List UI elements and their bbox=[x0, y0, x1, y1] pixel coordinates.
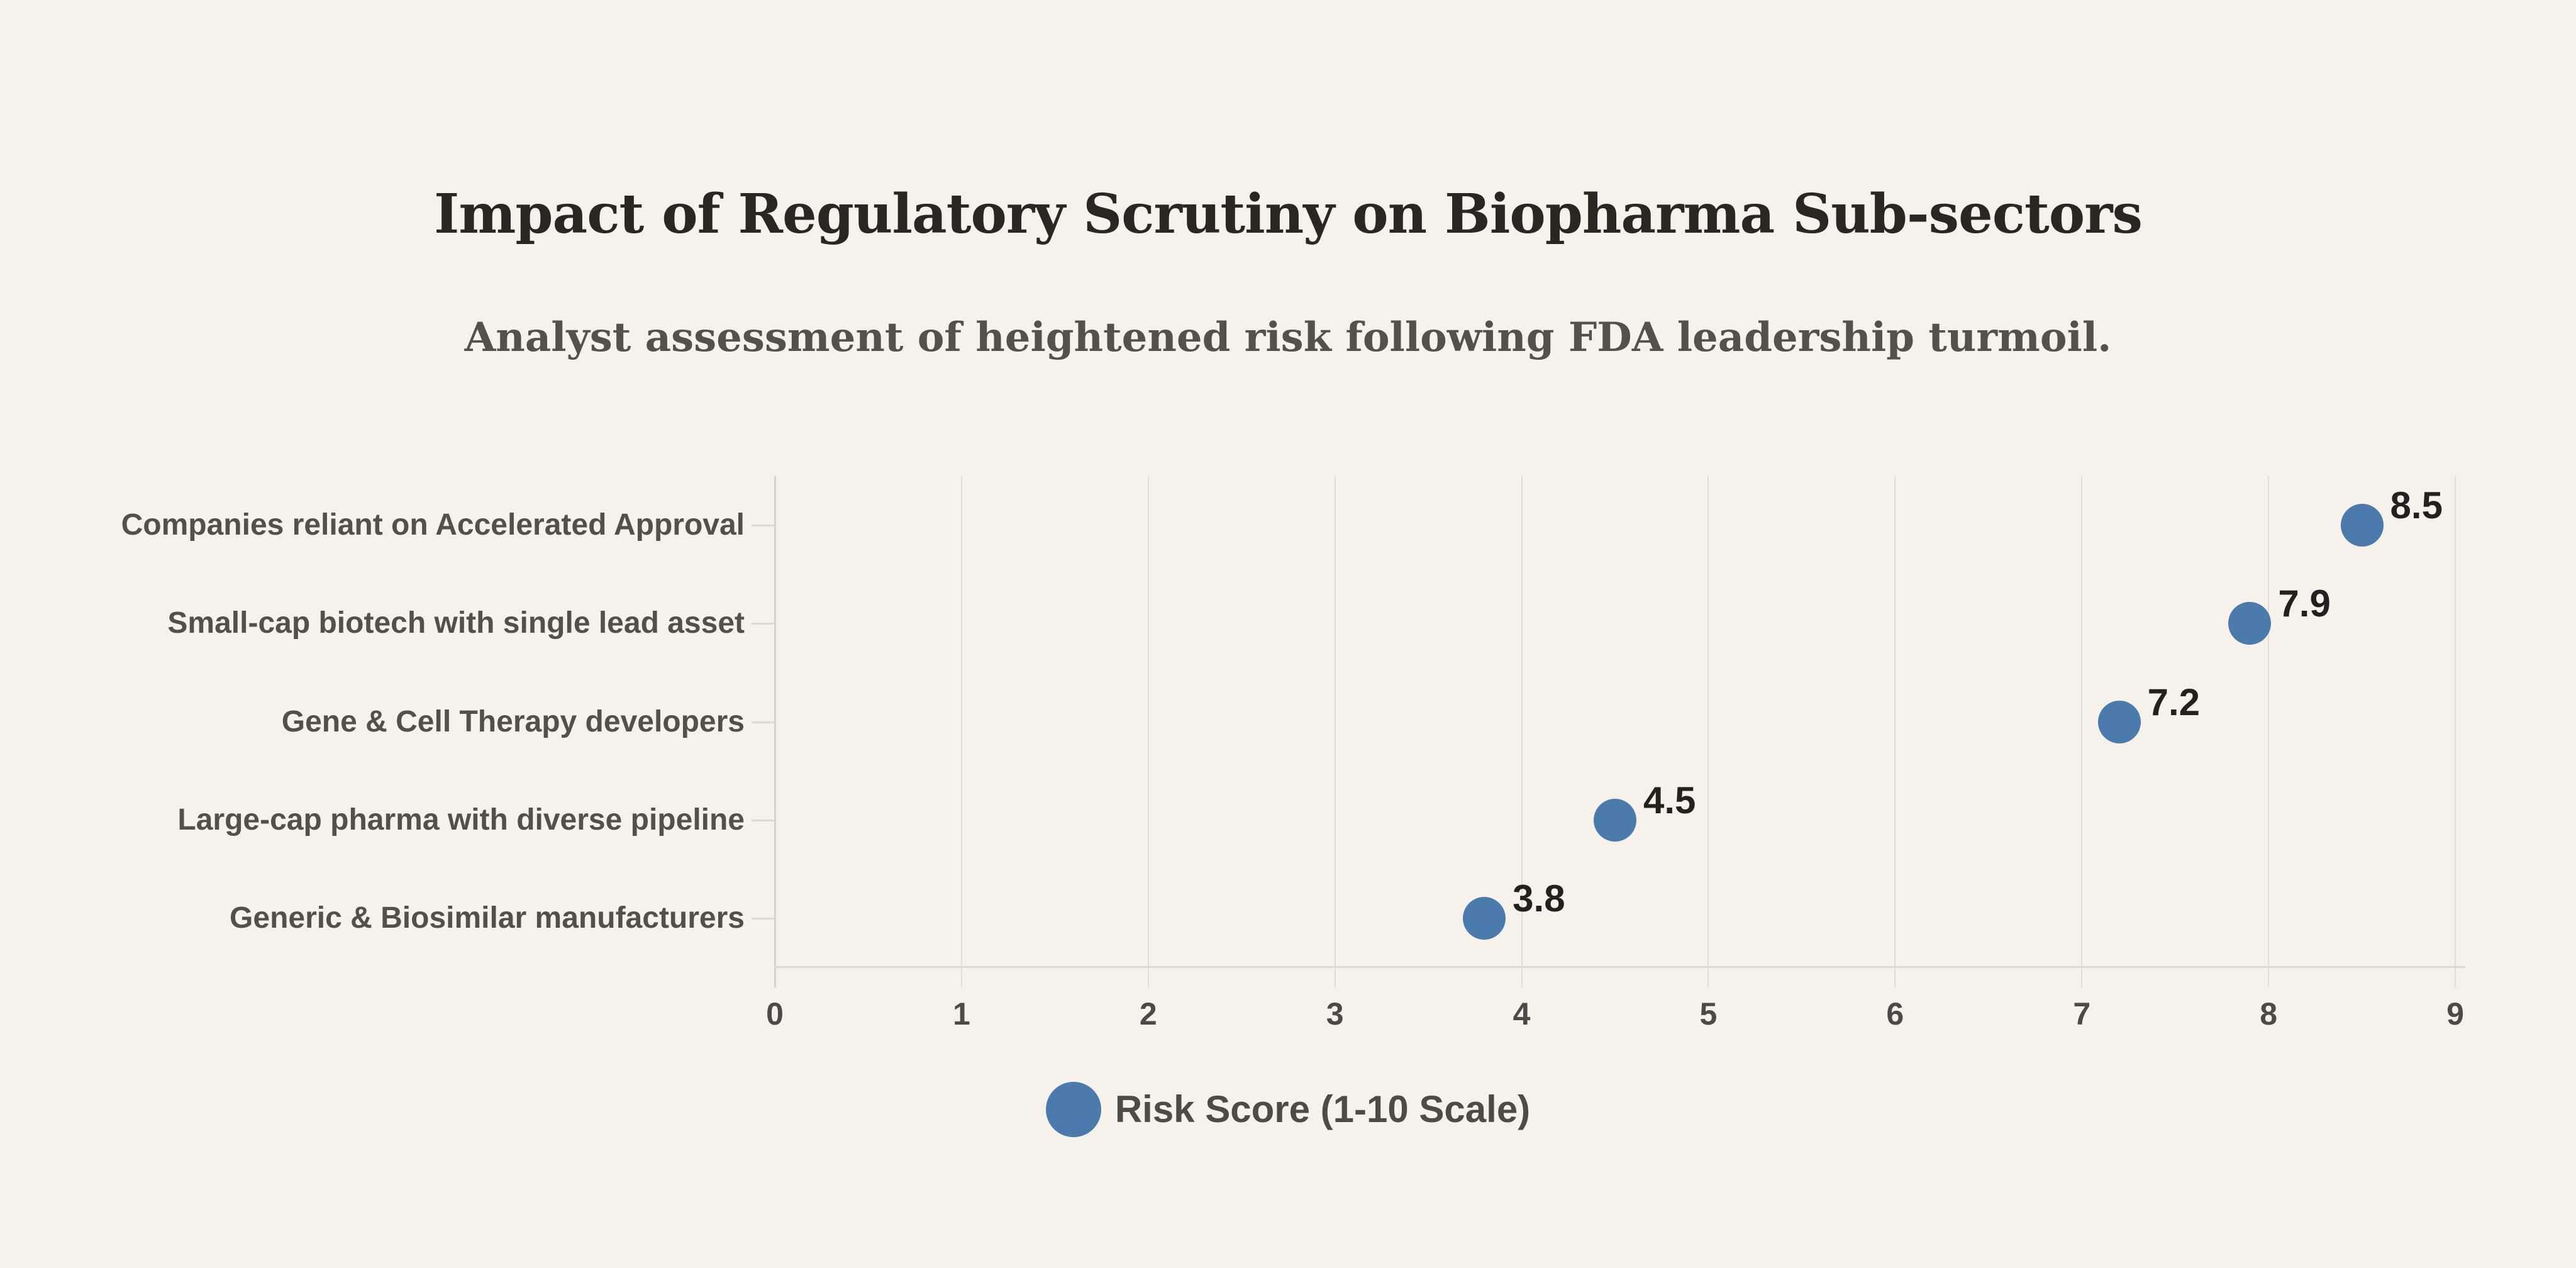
gridline bbox=[2081, 476, 2083, 987]
x-tick-label: 7 bbox=[2073, 996, 2091, 1032]
x-tick-label: 2 bbox=[1139, 996, 1157, 1032]
x-tick-label: 6 bbox=[1886, 996, 1904, 1032]
gridline bbox=[2455, 476, 2456, 987]
gridline bbox=[1521, 476, 1523, 987]
x-tick-label: 5 bbox=[1699, 996, 1718, 1032]
gridline bbox=[1707, 476, 1709, 987]
data-point-value-label: 8.5 bbox=[2390, 484, 2443, 527]
plot-area: 0 1 2 3 4 5 6 7 8 9 Companies reliant on Accelerat… bbox=[121, 476, 2465, 1032]
data-point-value-label: 3.8 bbox=[1513, 877, 1565, 920]
y-category-label: Generic & Biosimilar manufacturers bbox=[230, 901, 745, 935]
y-category-label: Large-cap pharma with diverse pipeline bbox=[177, 803, 745, 837]
data-point-dot bbox=[1463, 896, 1506, 940]
y-category-label: Gene & Cell Therapy developers bbox=[281, 704, 745, 738]
data-point-value-label: 7.9 bbox=[2278, 582, 2331, 625]
gridline bbox=[1894, 476, 1896, 987]
gridline bbox=[1334, 476, 1336, 987]
x-tick-label: 9 bbox=[2446, 996, 2464, 1032]
x-tick-label: 0 bbox=[766, 996, 784, 1032]
data-point-dot bbox=[2097, 700, 2141, 743]
gridline bbox=[960, 476, 962, 987]
y-axis-line bbox=[774, 476, 776, 987]
x-tick-label: 4 bbox=[1513, 996, 1531, 1032]
x-axis-baseline bbox=[775, 966, 2465, 968]
y-category-label: Companies reliant on Accelerated Approva… bbox=[121, 508, 745, 542]
y-tick bbox=[752, 917, 775, 920]
y-tick bbox=[752, 525, 775, 527]
y-category-label: Small-cap biotech with single lead asset bbox=[167, 606, 745, 640]
legend-dot-icon bbox=[1045, 1082, 1101, 1137]
data-point-dot bbox=[2228, 602, 2272, 645]
data-point-value-label: 4.5 bbox=[1643, 779, 1696, 821]
y-tick bbox=[752, 623, 775, 625]
legend-label: Risk Score (1-10 Scale) bbox=[1114, 1088, 1531, 1130]
data-point-dot bbox=[2340, 504, 2384, 547]
x-tick-label: 1 bbox=[952, 996, 970, 1032]
chart-title: Impact of Regulatory Scrutiny on Biophar… bbox=[434, 182, 2143, 246]
y-tick bbox=[752, 721, 775, 723]
legend: Risk Score (1-10 Scale) bbox=[0, 1082, 2576, 1137]
chart-subtitle: Analyst assessment of heightened risk fo… bbox=[464, 314, 2112, 361]
gridline bbox=[1147, 476, 1149, 987]
x-tick-label: 3 bbox=[1326, 996, 1344, 1032]
data-point-value-label: 7.2 bbox=[2147, 681, 2201, 723]
y-tick bbox=[752, 819, 775, 821]
data-point-dot bbox=[1594, 798, 1636, 842]
x-tick-label: 8 bbox=[2260, 996, 2278, 1032]
gridline bbox=[2268, 476, 2270, 987]
